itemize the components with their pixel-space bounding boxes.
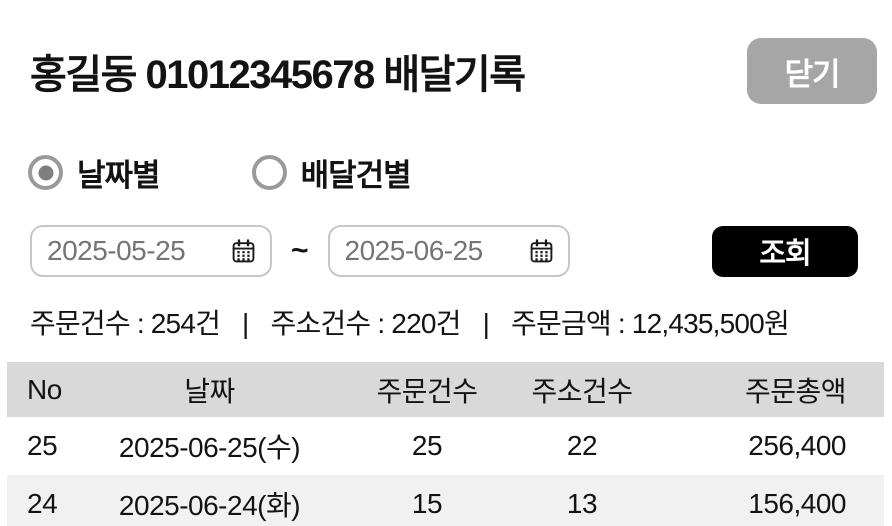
cell-address-count: 22 <box>566 430 598 461</box>
view-mode-radio-group: 날짜별 배달건별 <box>28 150 892 195</box>
table-header-row: No 날짜 주문건수 주소건수 주문총액 <box>7 362 884 417</box>
summary-order-count: 주문건수 : 254건 <box>30 308 221 339</box>
cell-no: 25 <box>27 430 58 461</box>
search-button[interactable]: 조회 <box>712 225 858 277</box>
table-row[interactable]: 25 2025-06-25(수) 25 22 256,400 <box>7 417 884 475</box>
summary-order-amount: 주문금액 : 12,435,500원 <box>511 308 790 339</box>
cell-address-count: 13 <box>566 488 598 519</box>
summary-address-count: 주소건수 : 220건 <box>270 308 462 339</box>
summary-separator: | <box>482 308 490 339</box>
close-button[interactable]: 닫기 <box>747 38 877 104</box>
cell-no: 24 <box>27 488 58 519</box>
radio-option-label: 배달건별 <box>300 158 412 193</box>
date-to-value: 2025-06-25 <box>344 235 484 266</box>
cell-date: 2025-06-24(화) <box>118 490 301 521</box>
cell-order-total: 156,400 <box>748 488 846 519</box>
date-from-value: 2025-05-25 <box>47 235 186 266</box>
col-header-address-count: 주소건수 <box>531 375 633 407</box>
cell-order-count: 25 <box>411 430 443 461</box>
summary-separator: | <box>242 308 249 339</box>
delivery-table: No 날짜 주문건수 주소건수 주문총액 25 2025-06-25(수) 25… <box>7 362 884 526</box>
radio-unselected-icon[interactable] <box>251 155 287 190</box>
radio-option-by-delivery[interactable]: 배달건별 <box>251 150 412 195</box>
col-header-order-total: 주문총액 <box>744 375 847 407</box>
cell-order-count: 15 <box>411 488 443 519</box>
table-row[interactable]: 24 2025-06-24(화) 15 13 156,400 <box>7 475 884 526</box>
date-to-input[interactable]: 2025-06-25 <box>327 225 570 277</box>
cell-date: 2025-06-25(수) <box>118 432 301 463</box>
cell-order-total: 256,400 <box>748 430 846 461</box>
radio-option-label: 날짜별 <box>77 158 161 193</box>
col-header-order-count: 주문건수 <box>376 375 478 407</box>
date-filter-row: 2025-05-25 ~ 2025-06-25 <box>30 225 858 277</box>
calendar-icon[interactable] <box>528 238 555 265</box>
summary-bar: 주문건수 : 254건 | 주소건수 : 220건 | 주문금액 : 12,43… <box>30 302 892 342</box>
radio-selected-icon[interactable] <box>28 155 63 190</box>
col-header-no: No <box>27 373 62 405</box>
radio-option-by-date[interactable]: 날짜별 <box>28 150 161 195</box>
page-title: 홍길동 01012345678 배달기록 <box>30 53 526 97</box>
col-header-date: 날짜 <box>184 375 235 407</box>
header: 홍길동 01012345678 배달기록 닫기 <box>30 38 877 104</box>
date-from-input[interactable]: 2025-05-25 <box>30 225 272 277</box>
calendar-icon[interactable] <box>230 238 257 265</box>
date-range-separator: ~ <box>291 234 309 267</box>
